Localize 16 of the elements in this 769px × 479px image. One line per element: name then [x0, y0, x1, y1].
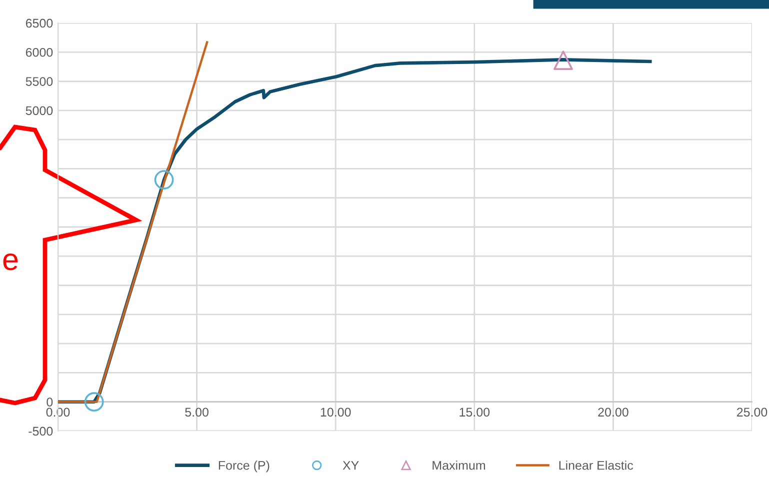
- legend-label: Maximum: [432, 460, 485, 470]
- y-tick-label: 0: [46, 398, 53, 407]
- x-tick-label: 15.00: [460, 408, 490, 417]
- legend-label: Force (P): [218, 460, 270, 472]
- y-tick-label: 5000: [26, 106, 53, 116]
- y-tick-label: 6500: [26, 18, 53, 28]
- legend-label: XY: [342, 461, 359, 470]
- x-tick-label: 25.00: [736, 408, 768, 417]
- x-tick-label: 20.00: [598, 408, 628, 417]
- y-tick-label: 6000: [26, 48, 53, 57]
- legend-label: Linear Elastic: [559, 460, 634, 470]
- x-tick-label: 10.00: [320, 408, 351, 417]
- y-tick-label: -500: [28, 426, 53, 436]
- y-tick-label: 5500: [26, 77, 53, 86]
- x-tick-label: 5.00: [185, 408, 208, 417]
- text: e: [3, 253, 18, 270]
